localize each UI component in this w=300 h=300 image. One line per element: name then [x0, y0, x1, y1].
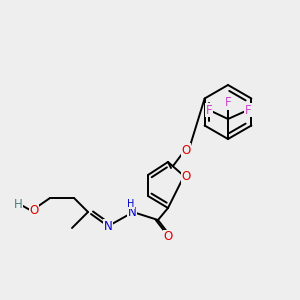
Text: O: O: [29, 203, 39, 217]
Text: F: F: [225, 97, 231, 110]
Text: N: N: [103, 220, 112, 232]
Text: O: O: [164, 230, 172, 244]
Text: F: F: [245, 103, 251, 116]
Text: O: O: [182, 143, 190, 157]
Text: H: H: [127, 199, 135, 209]
Text: H: H: [14, 197, 22, 211]
Text: N: N: [128, 206, 136, 220]
Text: O: O: [182, 170, 190, 184]
Text: F: F: [206, 103, 212, 116]
